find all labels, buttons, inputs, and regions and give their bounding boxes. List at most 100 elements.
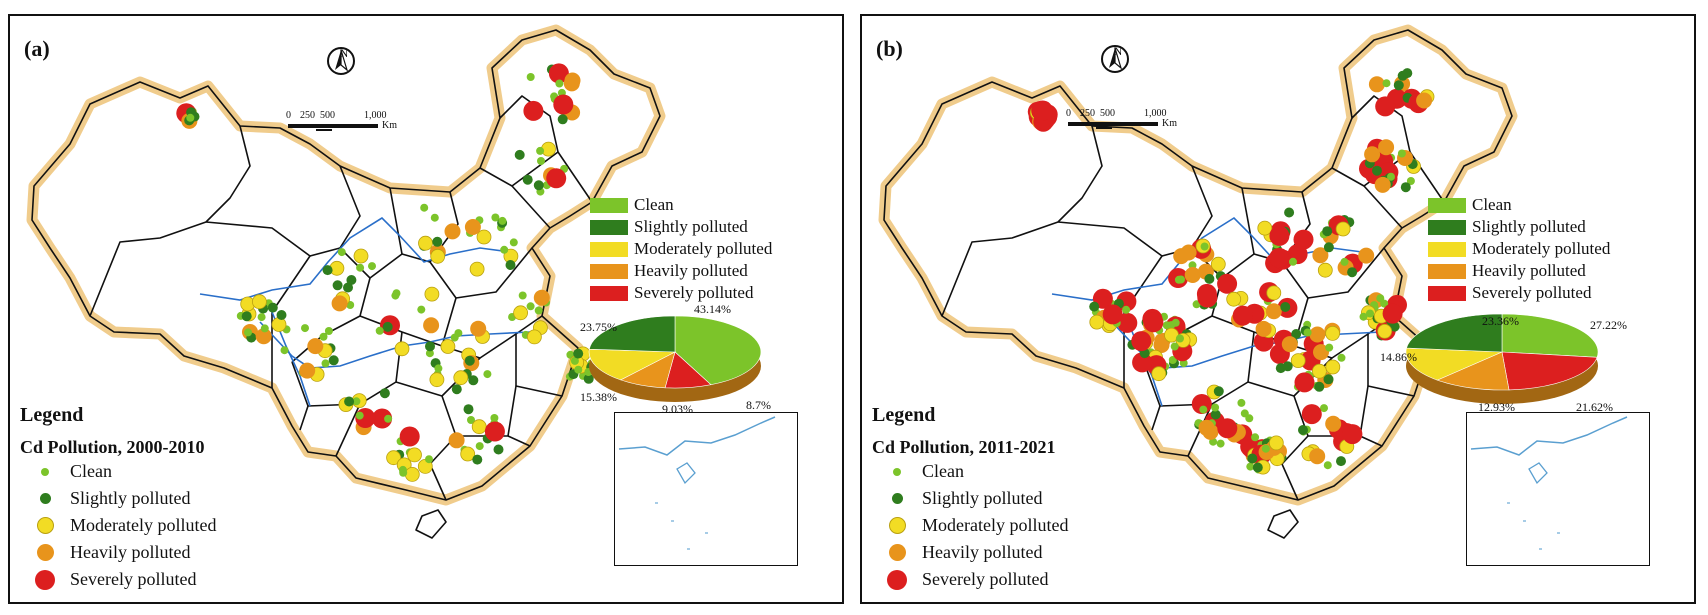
sample-point-clean — [1303, 328, 1312, 337]
legend-item-moderately: Moderately polluted — [20, 512, 216, 539]
legend: Legend Cd Pollution, 2000-2010 Clean Sli… — [20, 404, 216, 593]
sample-point-clean — [392, 289, 401, 298]
sample-point-clean — [257, 313, 266, 322]
sample-point-slightly — [1372, 165, 1382, 176]
sample-point-severely — [1375, 96, 1396, 117]
sample-point-moderately — [469, 261, 485, 277]
pie-legend-severely: Severely polluted — [1428, 282, 1610, 304]
sample-point-moderately — [1257, 220, 1273, 236]
sample-point-clean — [1325, 343, 1334, 352]
sample-point-clean — [1170, 342, 1179, 351]
sample-point-severely — [1293, 229, 1314, 250]
sample-point-moderately — [407, 447, 422, 463]
south-china-sea-inset — [1466, 412, 1650, 566]
sample-point-heavily — [1374, 176, 1391, 193]
sample-point-severely — [1032, 100, 1053, 121]
sample-point-clean — [1340, 257, 1349, 266]
sample-point-moderately — [527, 329, 542, 345]
sample-point-severely — [523, 100, 544, 121]
sample-point-moderately — [353, 248, 369, 264]
sample-point-heavily — [444, 223, 461, 240]
sample-point-clean — [260, 324, 269, 333]
sample-point-severely — [399, 426, 420, 447]
sample-point-heavily — [1313, 344, 1329, 361]
sample-point-clean — [1237, 398, 1246, 407]
pie-label-moderately: 15.38% — [580, 390, 617, 404]
sample-point-heavily — [1180, 244, 1197, 261]
panel-tag: (a) — [24, 36, 50, 61]
sample-point-moderately — [394, 341, 410, 357]
sample-point-clean — [1323, 461, 1332, 470]
sample-point-severely — [1117, 312, 1138, 333]
sample-point-clean — [454, 329, 463, 338]
pie-label-slightly: 23.75% — [580, 320, 617, 334]
sample-point-clean — [375, 326, 384, 335]
sample-point-moderately — [1089, 314, 1105, 330]
sample-point-moderately — [1210, 256, 1226, 272]
sample-point-clean — [555, 79, 564, 88]
sample-point-clean — [536, 146, 545, 155]
sample-point-clean — [1251, 433, 1260, 442]
sample-point-slightly — [472, 454, 483, 465]
sample-point-heavily — [423, 317, 440, 334]
pie-slice-heavily — [1436, 351, 1510, 391]
sample-point-clean — [1376, 294, 1385, 303]
pie-slice-clean — [674, 315, 762, 386]
pie-legend-moderately: Moderately polluted — [590, 238, 772, 260]
sample-point-heavily — [1309, 448, 1326, 465]
sample-point-clean — [1176, 334, 1184, 343]
sample-point-clean — [1122, 305, 1131, 314]
legend-item-clean: Clean — [872, 458, 1068, 485]
sample-point-heavily — [1416, 92, 1433, 109]
sample-point-clean — [430, 213, 439, 222]
sample-point-clean — [1167, 321, 1176, 330]
sample-point-moderately — [251, 294, 267, 310]
pie-legend-heavily: Heavily polluted — [1428, 260, 1610, 282]
pie-slice-moderately — [588, 348, 677, 381]
pie-legend-slightly: Slightly polluted — [590, 216, 772, 238]
sample-point-clean — [434, 364, 443, 373]
sample-point-clean — [352, 397, 361, 406]
sample-point-moderately — [1325, 325, 1341, 341]
sample-point-clean — [534, 306, 543, 315]
china-map — [878, 24, 1599, 539]
sample-point-moderately — [513, 305, 529, 321]
sample-point-moderately — [1325, 359, 1341, 375]
sample-point-clean — [483, 370, 492, 379]
sample-point-clean — [490, 414, 499, 422]
sample-point-severely — [548, 63, 569, 84]
sample-point-clean — [1359, 312, 1368, 321]
sample-point-clean — [1366, 309, 1374, 318]
sample-point-clean — [425, 455, 433, 464]
sample-point-moderately — [1226, 291, 1242, 307]
sample-point-clean — [355, 411, 364, 420]
province-boundaries — [31, 29, 661, 539]
sample-point-clean — [425, 349, 434, 358]
sample-point-heavily — [307, 338, 324, 355]
sample-point-slightly — [241, 311, 252, 322]
pie-label-clean: 43.14% — [694, 302, 731, 316]
sample-point-clean — [537, 157, 545, 165]
sample-point-heavily — [564, 72, 581, 89]
sample-point-clean — [1168, 356, 1177, 364]
sample-point-clean — [518, 291, 527, 300]
sample-point-moderately — [404, 466, 420, 482]
sample-point-slightly — [1400, 182, 1411, 193]
north-arrow: N — [1100, 44, 1136, 73]
sample-point-slightly — [451, 384, 462, 395]
sample-point-severely — [1143, 312, 1164, 333]
sample-point-heavily — [1378, 139, 1395, 156]
sample-point-slightly — [1298, 425, 1308, 435]
scale-tick-1: 250 — [300, 110, 315, 121]
sample-point-slightly — [344, 396, 355, 407]
scale-tick-0: 0 — [286, 110, 291, 121]
sample-point-severely — [1217, 273, 1238, 294]
sample-point-slightly — [1323, 242, 1334, 253]
legend-title: Legend — [20, 404, 84, 426]
north-label: N — [1113, 44, 1123, 58]
sample-point-clean — [526, 302, 535, 311]
sample-point-moderately — [1151, 366, 1167, 382]
sample-point-slightly — [1247, 453, 1258, 464]
legend-item-heavily: Heavily polluted — [20, 539, 216, 566]
scale-tick-0: 0 — [1066, 108, 1071, 119]
